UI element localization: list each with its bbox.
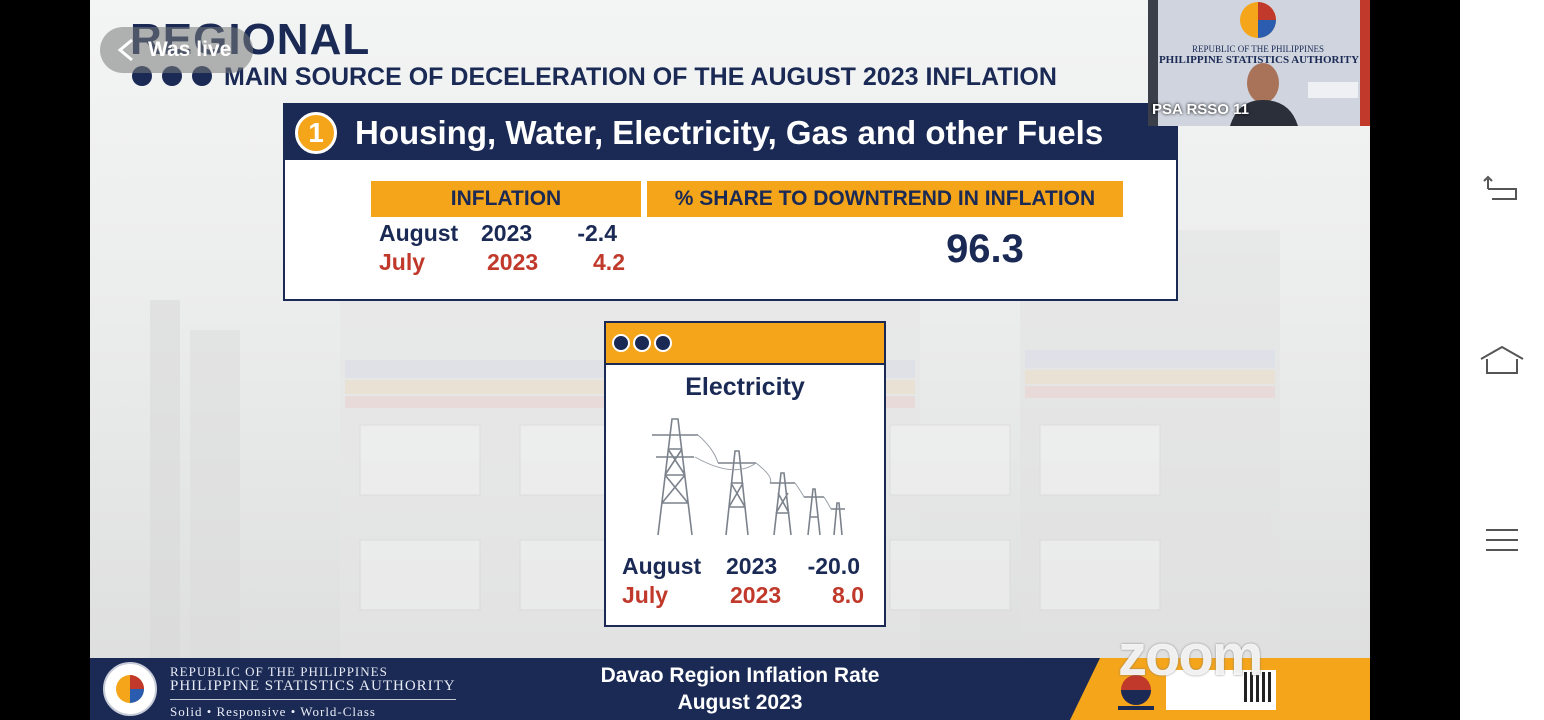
speaker-video-frame	[1148, 0, 1370, 126]
electricity-card: Electricity August 2023 -20.0 July 2023 …	[604, 321, 886, 627]
decorative-dots	[612, 334, 672, 352]
backdrop-line-2: PHILIPPINE STATISTICS AUTHORITY	[1158, 54, 1360, 66]
qr-code-icon	[1244, 672, 1274, 702]
footer-accent: 5	[1070, 658, 1370, 720]
nav-back-icon[interactable]	[1482, 175, 1522, 205]
share-value: 96.3	[946, 227, 1024, 271]
nav-home-button[interactable]	[1474, 332, 1530, 388]
slide-footer: Republic of the Philippines Philippine S…	[90, 658, 1370, 720]
row-month: July	[622, 582, 669, 608]
electricity-header-bar	[606, 323, 884, 365]
row-value: 8.0	[832, 582, 864, 608]
psa-logo-icon	[103, 662, 157, 716]
category-card: 1 Housing, Water, Electricity, Gas and o…	[283, 103, 1178, 301]
frame-left	[0, 0, 90, 720]
row-month: August	[622, 553, 702, 579]
inflation-header: INFLATION	[371, 181, 641, 217]
row-value: 4.2	[593, 249, 625, 275]
footer-org: Republic of the Philippines Philippine S…	[170, 664, 456, 719]
row-year: 2023	[730, 582, 782, 608]
bagong-pilipinas-logo-icon	[1118, 675, 1154, 710]
nav-menu-button[interactable]	[1474, 512, 1530, 568]
row-year: 2023	[481, 220, 533, 246]
backdrop-line-1: REPUBLIC OF THE PHILIPPINES	[1191, 44, 1325, 54]
video-participant-name: PSA RSSO 11	[1152, 101, 1249, 118]
category-title: Housing, Water, Electricity, Gas and oth…	[355, 114, 1104, 151]
slide-subtitle: MAIN SOURCE OF DECELERATION OF THE AUGUS…	[224, 63, 1057, 91]
zoom-watermark: zoom	[1118, 623, 1263, 688]
footer-title-line-1: Davao Region Inflation Rate	[600, 664, 880, 687]
was-live-badge[interactable]: Was live	[100, 27, 254, 73]
nav-back-button[interactable]	[1474, 162, 1530, 218]
row-year: 2023	[487, 249, 539, 275]
nav-menu-icon[interactable]	[1484, 526, 1520, 554]
transmission-tower-icon	[652, 418, 845, 536]
nav-home-icon[interactable]	[1477, 343, 1527, 377]
org-line-3: Solid • Responsive • World-Class	[170, 704, 376, 719]
row-month: July	[379, 249, 426, 275]
org-line-2: Philippine Statistics Authority	[170, 679, 456, 700]
frame-right	[1370, 0, 1460, 720]
row-month: August	[379, 220, 459, 246]
speaker-video-tile[interactable]: REPUBLIC OF THE PHILIPPINES PHILIPPINE S…	[1148, 0, 1370, 126]
row-year: 2023	[726, 553, 778, 579]
share-header: % SHARE TO DOWNTREND IN INFLATION	[647, 181, 1123, 217]
row-value: -20.0	[807, 553, 860, 579]
category-header-bar: 1 Housing, Water, Electricity, Gas and o…	[285, 105, 1176, 160]
footer-title: Davao Region Inflation Rate August 2023	[570, 662, 910, 716]
org-line-1: Republic of the Philippines	[170, 664, 388, 679]
system-navigation-bar	[1460, 0, 1544, 720]
row-value: -2.4	[577, 220, 617, 246]
back-arrow-icon[interactable]	[114, 36, 142, 64]
category-number-badge: 1	[295, 112, 337, 154]
was-live-label: Was live	[148, 38, 232, 61]
electricity-title: Electricity	[685, 373, 805, 401]
footer-title-line-2: August 2023	[677, 691, 803, 714]
